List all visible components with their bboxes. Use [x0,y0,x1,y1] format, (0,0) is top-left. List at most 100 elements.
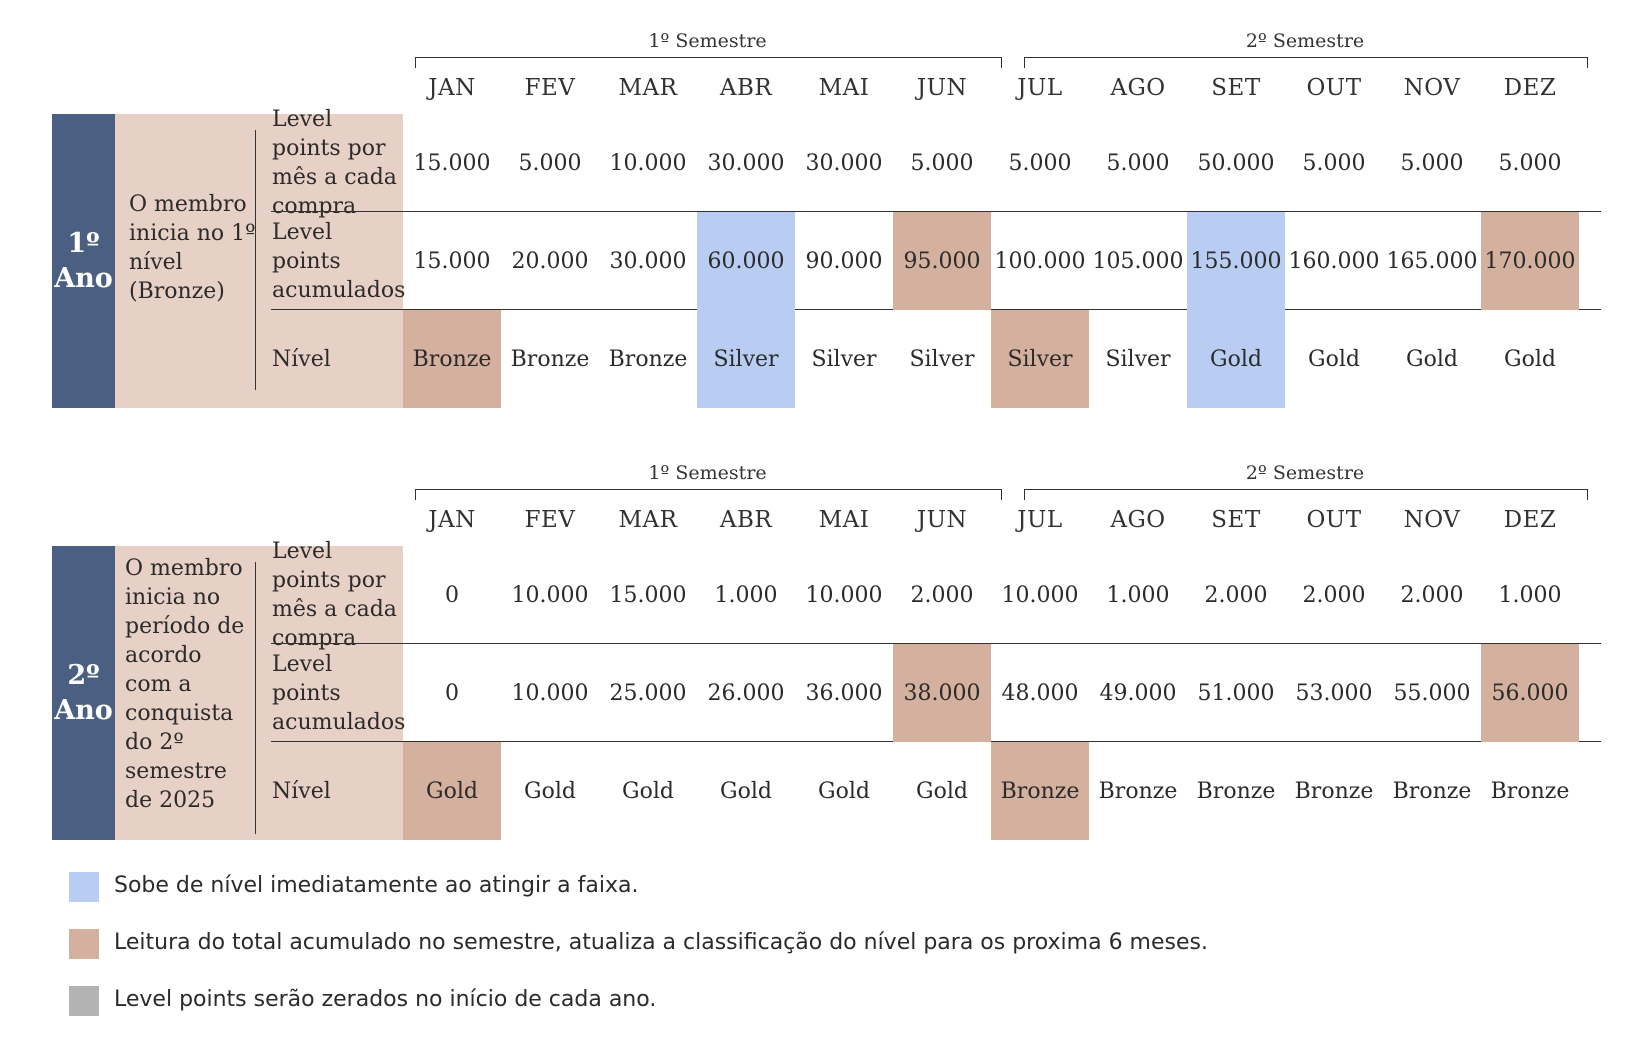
cell-acumulados: 55.000 [1393,680,1471,706]
cell-acumulados: 60.000 [697,212,795,310]
cell-por_mes: 5.000 [910,150,974,176]
month-header: AGO [1110,507,1166,533]
cell-por_mes: 5.000 [1400,150,1464,176]
month-header: JUN [916,75,968,101]
cell-por_mes: 5.000 [1498,150,1562,176]
month-header: MAR [618,75,678,101]
month-header: MAI [818,75,870,101]
cell-por_mes: 5.000 [518,150,582,176]
cell-por_mes: 30.000 [707,150,785,176]
cell-por_mes: 2.000 [1400,582,1464,608]
semester-bracket [1024,57,1588,68]
cell-por_mes: 30.000 [805,150,883,176]
cell-por_mes: 50.000 [1197,150,1275,176]
cell-acumulados: 36.000 [805,680,883,706]
cell-acumulados: 48.000 [1001,680,1079,706]
cell-nivel: Silver [1105,346,1171,372]
month-header: ABR [719,75,773,101]
cell-nivel: Bronze [1294,778,1374,804]
legend-text: Level points serão zerados no início de … [114,987,657,1012]
cell-nivel: Gold [1308,346,1360,372]
label-divider [255,130,256,390]
month-header: MAR [618,507,678,533]
cell-nivel: Gold [524,778,576,804]
cell-nivel: Gold [403,742,501,840]
legend-text: Leitura do total acumulado no semestre, … [114,930,1208,955]
year-description: O membro inicia no período de acordo com… [125,556,245,813]
month-header: JUL [1017,507,1063,533]
cell-por_mes: 10.000 [805,582,883,608]
month-header: SET [1211,75,1261,101]
legend-swatch [69,986,99,1016]
cell-acumulados: 26.000 [707,680,785,706]
cell-acumulados: 95.000 [893,212,991,310]
cell-nivel: Bronze [608,346,688,372]
cell-por_mes: 10.000 [609,150,687,176]
year-description: O membro inicia no 1º nível (Bronze) [129,192,256,304]
semester-bracket [415,489,1002,500]
semester-bracket [415,57,1002,68]
cell-acumulados: 20.000 [511,248,589,274]
cell-acumulados: 51.000 [1197,680,1275,706]
legend-swatch [69,929,99,959]
month-header: AGO [1110,75,1166,101]
cell-por_mes: 2.000 [1204,582,1268,608]
cell-acumulados: 160.000 [1288,248,1380,274]
year-block: 1º Ano [52,114,115,408]
cell-nivel: Bronze [1098,778,1178,804]
year-block: 2º Ano [52,546,115,840]
month-header: OUT [1306,507,1362,533]
cell-acumulados: 38.000 [893,644,991,742]
cell-acumulados: 56.000 [1481,644,1579,742]
cell-acumulados: 25.000 [609,680,687,706]
cell-por_mes: 1.000 [1106,582,1170,608]
cell-acumulados: 165.000 [1386,248,1478,274]
label-column-bg [115,546,403,840]
label-column-bg [115,114,403,408]
cell-acumulados: 0 [445,680,459,706]
month-header: NOV [1403,507,1461,533]
cell-nivel: Silver [697,310,795,408]
cell-acumulados: 155.000 [1187,212,1285,310]
cell-nivel: Gold [1504,346,1556,372]
cell-acumulados: 90.000 [805,248,883,274]
cell-nivel: Bronze [991,742,1089,840]
month-header: ABR [719,507,773,533]
row-label-por_mes: Level points por mês a cada compra [272,107,397,219]
legend-text: Sobe de nível imediatamente ao atingir a… [114,873,639,898]
month-header: SET [1211,507,1261,533]
cell-por_mes: 15.000 [413,150,491,176]
cell-nivel: Gold [818,778,870,804]
cell-por_mes: 2.000 [1302,582,1366,608]
cell-acumulados: 170.000 [1481,212,1579,310]
month-header: JUN [916,507,968,533]
semester-label: 2º Semestre [1245,30,1365,52]
month-header: DEZ [1503,75,1557,101]
month-header: FEV [524,507,576,533]
cell-por_mes: 5.000 [1106,150,1170,176]
row-label-acumulados: Level points acumulados [272,651,406,735]
cell-por_mes: 10.000 [511,582,589,608]
cell-acumulados: 10.000 [511,680,589,706]
row-label-nivel: Nível [272,346,331,372]
cell-por_mes: 0 [445,582,459,608]
cell-nivel: Silver [909,346,975,372]
cell-nivel: Bronze [1392,778,1472,804]
cell-por_mes: 5.000 [1008,150,1072,176]
month-header: FEV [524,75,576,101]
month-header: JUL [1017,75,1063,101]
row-label-acumulados: Level points acumulados [272,219,406,303]
month-header: JAN [428,507,476,533]
cell-nivel: Bronze [1196,778,1276,804]
semester-label: 1º Semestre [648,462,767,484]
cell-acumulados: 49.000 [1099,680,1177,706]
semester-label: 2º Semestre [1245,462,1365,484]
cell-acumulados: 30.000 [609,248,687,274]
cell-nivel: Bronze [1490,778,1570,804]
month-header: NOV [1403,75,1461,101]
cell-nivel: Silver [811,346,877,372]
cell-por_mes: 1.000 [714,582,778,608]
label-divider [255,562,256,834]
semester-label: 1º Semestre [648,30,767,52]
cell-nivel: Gold [1187,310,1285,408]
